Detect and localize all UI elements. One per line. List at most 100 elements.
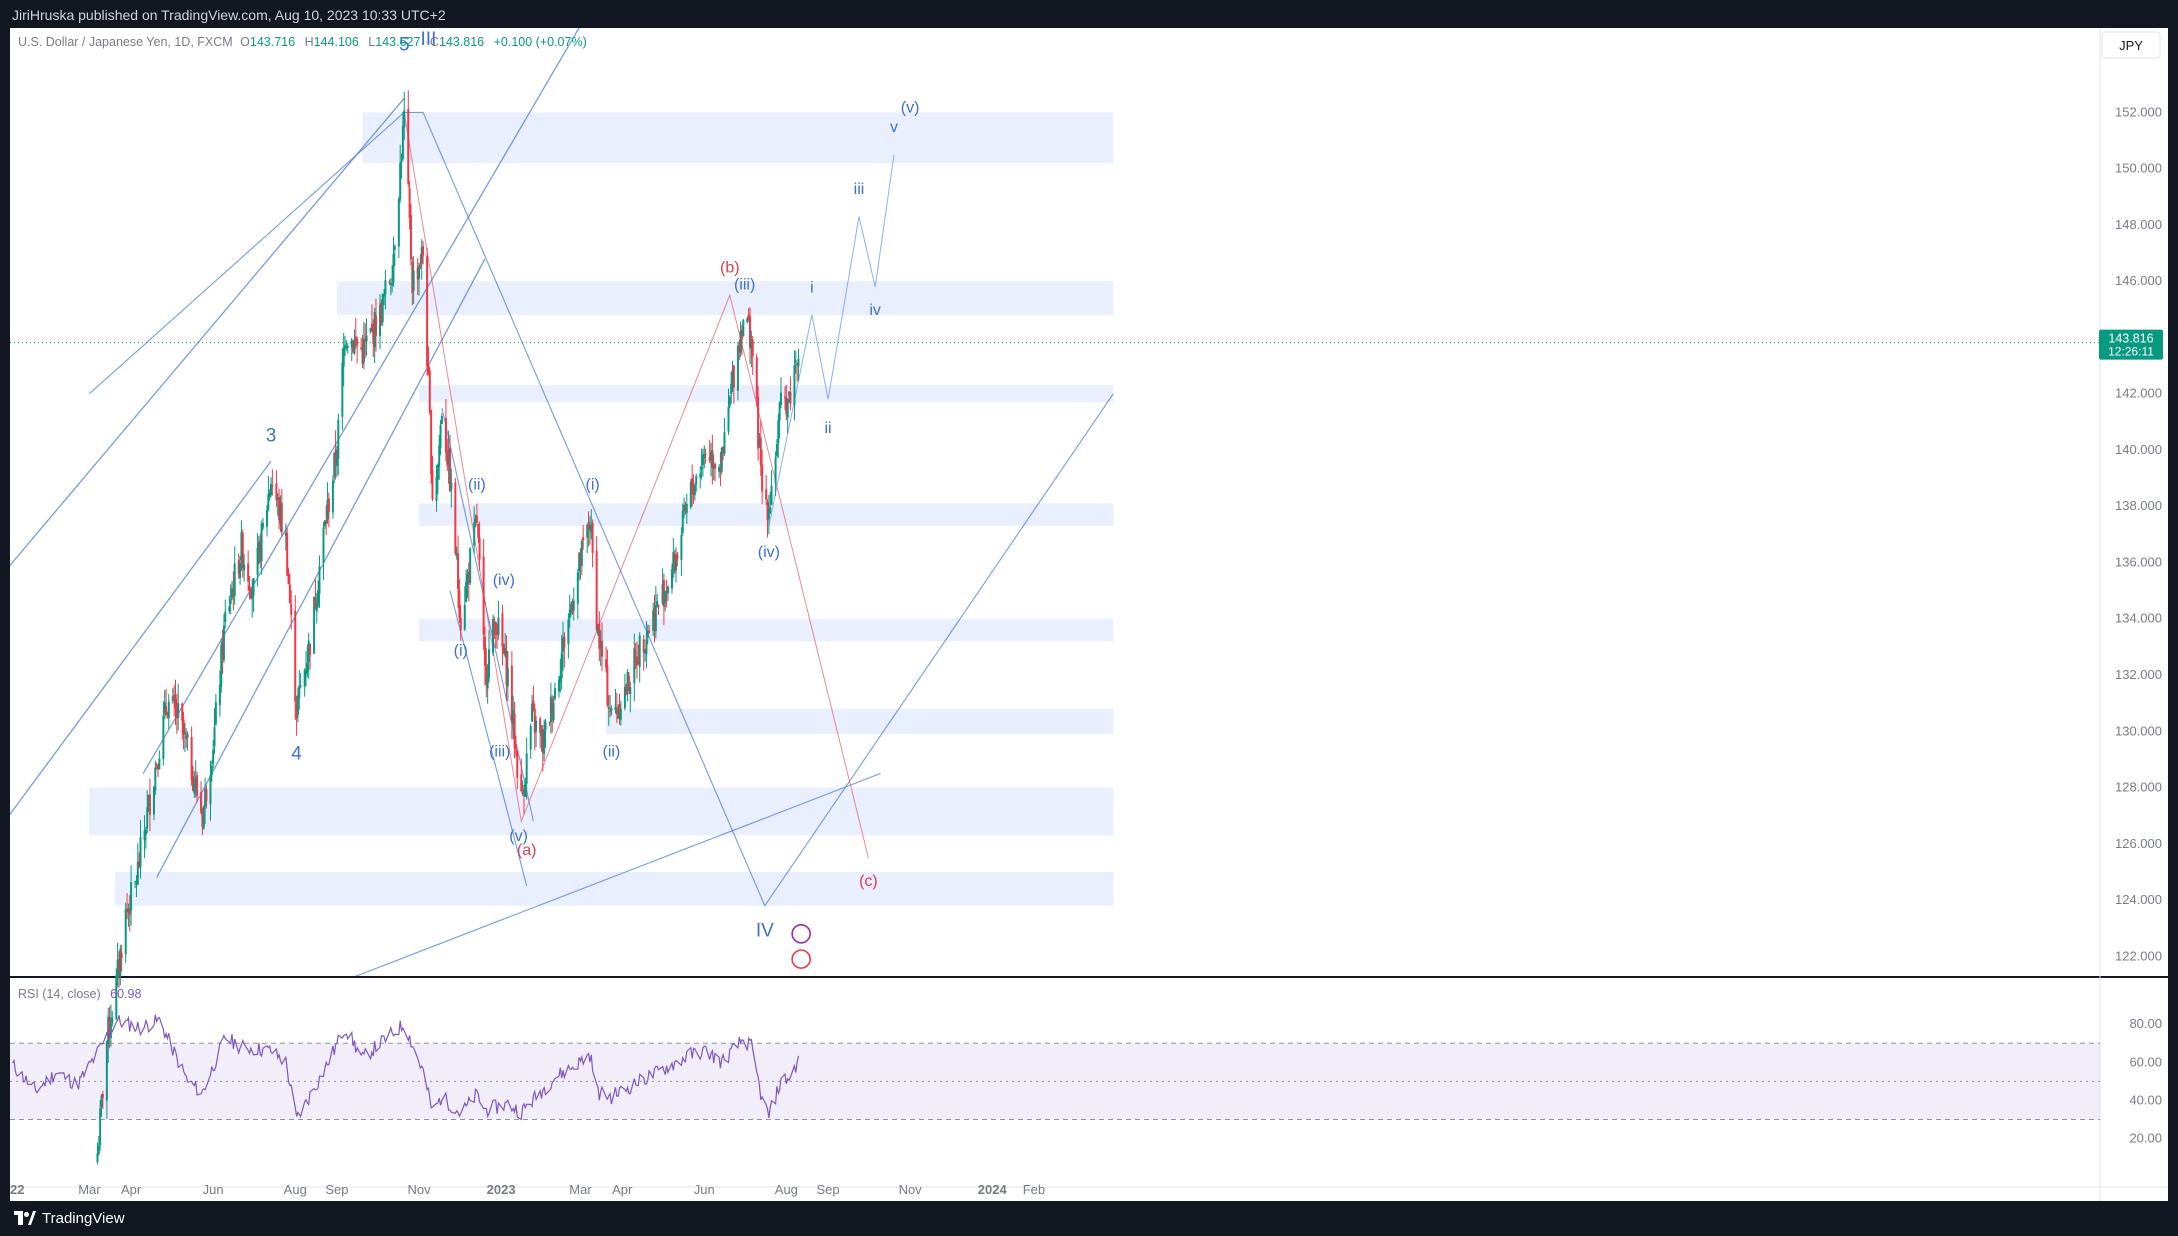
candle-body (148, 794, 151, 815)
candle-body (213, 726, 216, 747)
candle-body (590, 524, 593, 533)
candle (770, 470, 773, 506)
candle-body (766, 502, 769, 521)
candle (309, 643, 312, 670)
candle-body (496, 630, 499, 635)
candle-body (664, 591, 667, 604)
time-tick: 2023 (487, 1182, 516, 1197)
candle-body (786, 399, 789, 418)
candle-body (205, 789, 208, 801)
zone-4 (419, 618, 1114, 642)
candle-body (520, 774, 523, 791)
candle (742, 318, 745, 337)
candle-body (535, 720, 538, 732)
candle-body (353, 339, 356, 354)
candle (722, 446, 725, 461)
candle-body (747, 314, 750, 321)
candle-body (742, 320, 745, 337)
time-tick: Feb (1023, 1182, 1045, 1197)
candle-body (370, 323, 373, 328)
candle-body (543, 730, 546, 754)
candle-body (467, 572, 470, 583)
zone-5 (606, 708, 1114, 735)
candle-body (618, 704, 621, 718)
candle (636, 641, 639, 679)
change-value: +0.100 (+0.07%) (494, 35, 587, 49)
candle (769, 491, 772, 515)
trendline-5 (354, 772, 881, 976)
chart[interactable]: 5 III34(i)(ii)(iii)(iv)(v)(a)(i)(ii)(b)(i… (10, 28, 2168, 1201)
price-tick: 150.000 (2115, 161, 2162, 176)
candle (381, 293, 384, 326)
candle-body (315, 603, 318, 612)
candle (475, 503, 478, 526)
candle (601, 622, 604, 672)
candle (239, 555, 242, 585)
time-tick: Jun (203, 1182, 224, 1197)
candle (144, 826, 147, 849)
candle (747, 307, 750, 322)
candle-body (644, 651, 647, 653)
candle-body (126, 909, 129, 911)
candle-body (531, 703, 534, 722)
candle (634, 642, 637, 670)
candle (501, 604, 504, 666)
candle (485, 648, 488, 698)
candle (345, 340, 348, 351)
candle-body (458, 589, 461, 618)
candle (365, 318, 368, 356)
candle-body (591, 522, 594, 554)
rsi-pane (10, 1014, 2100, 1121)
lightning-icon[interactable] (791, 924, 811, 944)
candle-body (606, 665, 609, 706)
price-tick: 134.000 (2115, 611, 2162, 626)
candle-body (544, 721, 547, 731)
candle (177, 683, 180, 731)
candle (440, 413, 443, 425)
candle-body (525, 753, 528, 784)
candle (154, 760, 157, 796)
candle-body (167, 701, 170, 719)
candle (185, 728, 188, 748)
candle (570, 602, 573, 617)
candle (158, 750, 161, 770)
candle (374, 298, 377, 352)
candle (749, 307, 752, 365)
candle (531, 694, 534, 723)
time-tick: 2024 (978, 1182, 1008, 1197)
candle (521, 780, 524, 796)
candle-body (582, 537, 585, 541)
candle-body (124, 909, 127, 955)
candle-body (513, 713, 516, 748)
candle-body (767, 510, 770, 519)
us-flag-icon[interactable] (791, 949, 811, 969)
axis-pane-bg (2100, 28, 2168, 1201)
candle (732, 364, 735, 404)
candle (295, 695, 298, 736)
candle (653, 594, 656, 643)
candle (623, 673, 626, 711)
candle-body (765, 489, 768, 500)
candle-body (657, 605, 660, 607)
candle-body (711, 450, 714, 468)
candle-body (761, 464, 764, 492)
candle-body (120, 952, 123, 959)
candle (522, 784, 525, 814)
time-tick: Aug (775, 1182, 798, 1197)
time-tick: Mar (78, 1182, 101, 1197)
event-icons[interactable] (791, 924, 811, 969)
candle-body (559, 675, 562, 683)
candle-body (648, 630, 651, 633)
candle (335, 445, 338, 477)
candle (492, 614, 495, 656)
candle-body (408, 187, 411, 219)
projection-path (768, 154, 895, 526)
candle (652, 602, 655, 636)
candle (728, 394, 731, 409)
currency-button[interactable]: JPY (2101, 31, 2161, 59)
candle-body (704, 453, 707, 455)
candle (380, 299, 383, 326)
candle (685, 493, 688, 524)
candle (409, 203, 412, 266)
candle-body (692, 486, 695, 495)
